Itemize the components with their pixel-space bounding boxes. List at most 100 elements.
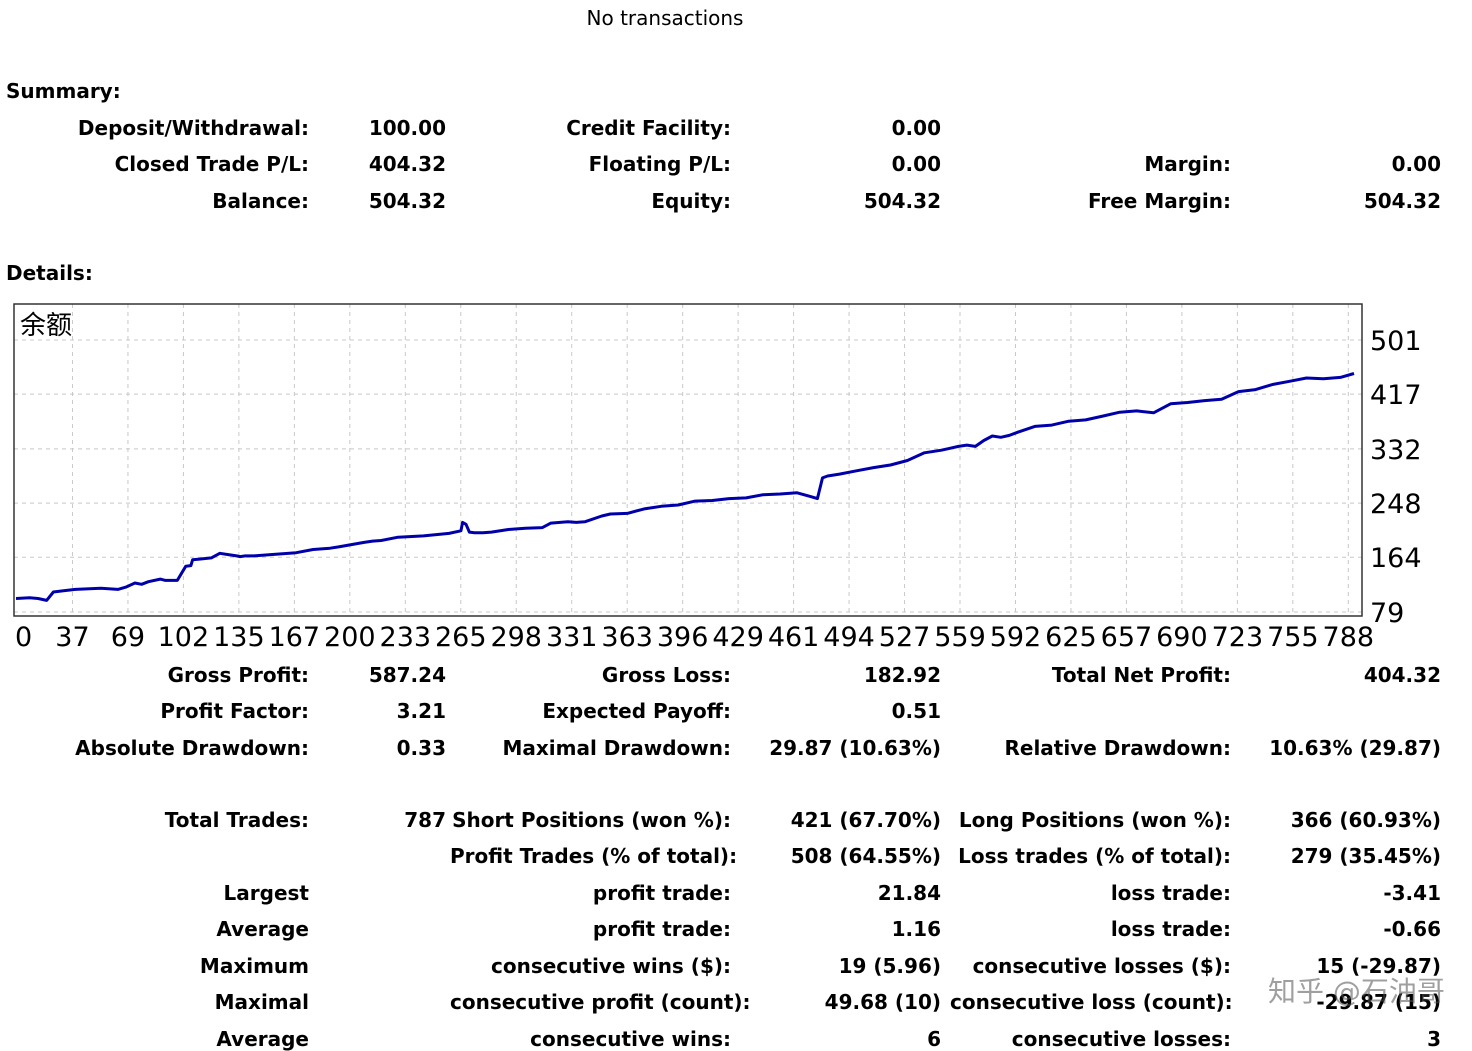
- average-label: Average: [216, 917, 309, 941]
- x-tick-label: 592: [990, 622, 1042, 648]
- chart-y-ticks: 501 417 332 248 164 79: [1370, 326, 1422, 629]
- profit-factor-label: Profit Factor:: [160, 699, 309, 723]
- loss-trades-label: Loss trades (% of total):: [958, 844, 1231, 868]
- total-trades-label: Total Trades:: [164, 808, 309, 832]
- y-tick-label: 79: [1370, 598, 1404, 629]
- profit-trades-value: 508 (64.55%): [790, 844, 941, 868]
- gross-profit-label: Gross Profit:: [167, 663, 309, 687]
- largest-loss-value: -3.41: [1383, 881, 1441, 905]
- expected-payoff-value: 0.51: [891, 699, 941, 723]
- largest-profit-value: 21.84: [877, 881, 941, 905]
- credit-value: 0.00: [891, 116, 941, 140]
- balance-label: Balance:: [212, 189, 309, 213]
- maximal-drawdown-label: Maximal Drawdown:: [502, 736, 731, 760]
- margin-label: Margin:: [1144, 152, 1231, 176]
- absolute-drawdown-label: Absolute Drawdown:: [75, 736, 309, 760]
- total-net-profit-value: 404.32: [1363, 663, 1441, 687]
- y-tick-label: 248: [1370, 489, 1422, 520]
- x-tick-label: 657: [1101, 622, 1153, 648]
- details-heading: Details:: [6, 261, 93, 285]
- closed-pl-value: 404.32: [368, 152, 446, 176]
- x-tick-label: 461: [768, 622, 820, 648]
- chart-x-ticks: 0 37 69 102 135 167 200 233 265 298 331 363 396 429 46…: [15, 622, 1374, 653]
- gross-loss-value: 182.92: [863, 663, 941, 687]
- deposit-label: Deposit/Withdrawal:: [77, 116, 309, 140]
- watermark: 知乎 @石油哥: [1268, 975, 1445, 1008]
- y-tick-label: 332: [1370, 435, 1422, 466]
- x-tick-label: 0: [15, 622, 32, 648]
- free-margin-label: Free Margin:: [1087, 189, 1231, 213]
- deposit-value: 100.00: [368, 116, 446, 140]
- x-tick-label: 167: [269, 622, 321, 648]
- avg-consec-wins-value: 6: [927, 1027, 941, 1051]
- long-positions-label: Long Positions (won %):: [958, 808, 1231, 832]
- expected-payoff-label: Expected Payoff:: [542, 699, 731, 723]
- x-tick-label: 625: [1045, 622, 1097, 648]
- total-net-profit-label: Total Net Profit:: [1051, 663, 1231, 687]
- x-tick-label: 559: [934, 622, 986, 648]
- loss-trades-value: 279 (35.45%): [1290, 844, 1441, 868]
- x-tick-label: 429: [712, 622, 764, 648]
- maximal-label: Maximal: [214, 990, 309, 1014]
- balance-chart-svg: 余额 501 417 332 248 164 79 0 37 69 102 135 167 200 23…: [13, 303, 1422, 653]
- max-consec-wins-label: consecutive wins ($):: [490, 954, 731, 978]
- gross-profit-value: 587.24: [368, 663, 446, 687]
- chart-series: [15, 372, 1355, 602]
- profit-trades-label: Profit Trades (% of total):: [450, 844, 738, 868]
- avg-consec-losses-value: 3: [1427, 1027, 1441, 1051]
- maximum-label: Maximum: [199, 954, 309, 978]
- margin-value: 0.00: [1391, 152, 1441, 176]
- x-tick-label: 527: [879, 622, 931, 648]
- largest-profit-label: profit trade:: [592, 881, 731, 905]
- maximal-drawdown-value: 29.87 (10.63%): [769, 736, 941, 760]
- profit-factor-value: 3.21: [396, 699, 446, 723]
- maximal-consec-profit-value: 49.68 (10): [824, 990, 941, 1014]
- average-profit-label: profit trade:: [592, 917, 731, 941]
- floating-pl-label: Floating P/L:: [588, 152, 731, 176]
- average-profit-value: 1.16: [891, 917, 941, 941]
- balance-chart: 余额 501 417 332 248 164 79 0 37 69 102 135 167 200 23…: [8, 298, 1468, 653]
- largest-loss-label: loss trade:: [1110, 881, 1231, 905]
- balance-series-line: [15, 372, 1355, 602]
- free-margin-value: 504.32: [1363, 189, 1441, 213]
- equity-label: Equity:: [651, 189, 731, 213]
- avg-consec-wins-label: consecutive wins:: [530, 1027, 731, 1051]
- y-tick-label: 164: [1370, 543, 1422, 574]
- short-positions-value: 421 (67.70%): [790, 808, 941, 832]
- maximal-consec-loss-label: consecutive loss (count):: [950, 990, 1233, 1014]
- relative-drawdown-label: Relative Drawdown:: [1004, 736, 1231, 760]
- maximal-consec-profit-label: consecutive profit (count):: [450, 990, 751, 1014]
- summary-heading: Summary:: [6, 79, 121, 103]
- max-consec-losses-label: consecutive losses ($):: [972, 954, 1231, 978]
- x-tick-label: 200: [324, 622, 376, 648]
- x-tick-label: 69: [111, 622, 145, 648]
- short-positions-label: Short Positions (won %):: [452, 808, 731, 832]
- x-tick-label: 690: [1156, 622, 1208, 648]
- equity-value: 504.32: [863, 189, 941, 213]
- x-tick-label: 755: [1267, 622, 1319, 648]
- x-tick-label: 331: [546, 622, 598, 648]
- total-trades-value: 787: [404, 808, 446, 832]
- chart-grid: [14, 304, 1362, 616]
- x-tick-label: 396: [657, 622, 709, 648]
- x-tick-label: 494: [823, 622, 875, 648]
- x-tick-label: 135: [213, 622, 265, 648]
- average-loss-label: loss trade:: [1110, 917, 1231, 941]
- absolute-drawdown-value: 0.33: [396, 736, 446, 760]
- x-tick-label: 233: [380, 622, 432, 648]
- long-positions-value: 366 (60.93%): [1290, 808, 1441, 832]
- floating-pl-value: 0.00: [891, 152, 941, 176]
- y-tick-label: 501: [1370, 326, 1422, 357]
- y-tick-label: 417: [1370, 380, 1422, 411]
- balance-value: 504.32: [368, 189, 446, 213]
- relative-drawdown-value: 10.63% (29.87): [1269, 736, 1441, 760]
- chart-title: 余额: [20, 311, 72, 341]
- closed-pl-label: Closed Trade P/L:: [114, 152, 309, 176]
- average2-label: Average: [216, 1027, 309, 1051]
- avg-consec-losses-label: consecutive losses:: [1011, 1027, 1231, 1051]
- largest-label: Largest: [223, 881, 309, 905]
- x-tick-label: 723: [1212, 622, 1264, 648]
- credit-label: Credit Facility:: [566, 116, 731, 140]
- x-tick-label: 102: [158, 622, 210, 648]
- x-tick-label: 37: [55, 622, 89, 648]
